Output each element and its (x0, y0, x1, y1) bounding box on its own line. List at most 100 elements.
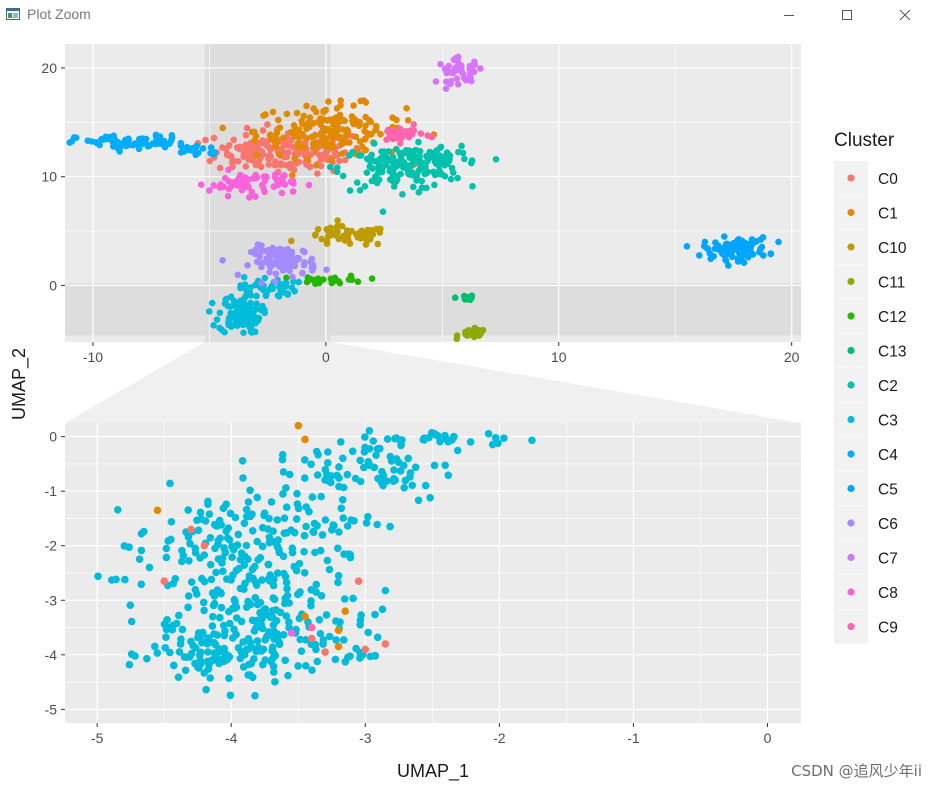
zoom-point-C3 (383, 435, 392, 443)
point-C8 (278, 189, 286, 197)
point-C0 (216, 164, 224, 172)
minimize-button[interactable] (766, 0, 812, 30)
zoom-point-C3 (356, 621, 365, 629)
point-C2 (461, 155, 468, 163)
zoom-point-C3 (248, 616, 257, 625)
zoom-point-C1 (341, 607, 350, 615)
point-C3 (253, 292, 260, 300)
zoom-point-C3 (307, 640, 316, 649)
zoom-point-C3 (371, 610, 379, 619)
point-C7 (471, 58, 478, 66)
point-C12 (368, 275, 376, 282)
zoom-point-C3 (184, 603, 192, 612)
point-C0 (219, 144, 226, 151)
zoom-point-C3 (217, 655, 225, 664)
point-C1 (276, 151, 283, 158)
zoom-point-C3 (369, 437, 378, 445)
point-C1 (253, 151, 260, 159)
point-C10 (348, 227, 355, 235)
zoom-point-C3 (193, 663, 202, 671)
zoom-point-C3 (257, 647, 266, 655)
zoom-point-C3 (436, 437, 444, 446)
point-C9 (397, 140, 404, 147)
zoom-point-C3 (360, 463, 368, 472)
point-C2 (381, 150, 388, 157)
zoom-point-C3 (421, 481, 430, 490)
zoom-point-C3 (366, 652, 375, 661)
point-C1 (329, 133, 336, 141)
window-titlebar: Plot Zoom (0, 0, 934, 30)
maximize-button[interactable] (824, 0, 870, 30)
close-button[interactable] (882, 0, 928, 30)
point-C5 (726, 241, 734, 249)
point-C12 (328, 279, 336, 287)
point-C1 (269, 108, 277, 116)
zoom-point-C3 (114, 506, 122, 514)
zoom-point-C3 (312, 645, 320, 654)
zoom-point-C3 (272, 606, 280, 614)
zoom-point-C3 (258, 576, 266, 584)
zoom-point-C3 (209, 612, 217, 621)
zoom-point-C3 (205, 510, 214, 518)
zoom-point-C3 (121, 575, 129, 584)
point-C1 (276, 124, 284, 131)
zoom-point-C3 (175, 648, 184, 656)
point-C10 (336, 235, 343, 242)
point-C3 (247, 299, 254, 307)
point-C1 (328, 156, 335, 164)
zoom-point-C3 (312, 447, 321, 456)
point-C1 (332, 128, 340, 136)
point-C1 (403, 105, 410, 112)
zoom-point-C3 (347, 516, 356, 524)
zoom-y-tick-label: -5 (45, 701, 58, 717)
legend-key-C5 (847, 484, 855, 493)
point-C6 (219, 257, 226, 264)
zoom-point-C3 (484, 429, 493, 438)
zoom-point-C3 (270, 627, 278, 635)
zoom-point-C3 (250, 655, 258, 663)
point-C6 (263, 255, 271, 262)
zoom-point-C3 (215, 645, 223, 653)
zoom-point-C3 (378, 605, 387, 614)
point-C7 (468, 77, 475, 85)
zoom-point-C3 (282, 578, 291, 587)
zoom-point-C3 (404, 454, 413, 463)
zoom-point-C3 (364, 512, 372, 521)
point-C3 (223, 295, 230, 303)
zoom-point-C3 (386, 522, 394, 531)
zoom-point-C3 (112, 575, 120, 584)
point-C4 (156, 138, 163, 145)
point-C5 (757, 245, 764, 253)
point-C0 (235, 158, 242, 165)
point-C8 (289, 188, 297, 195)
zoom-point-C3 (321, 516, 330, 524)
zoom-point-C3 (318, 531, 327, 539)
point-C5 (747, 246, 754, 254)
point-C3 (221, 328, 228, 336)
zoom-point-C3 (311, 548, 319, 557)
point-C2 (448, 164, 456, 172)
zoom-point-C3 (223, 575, 231, 583)
point-C2 (397, 153, 405, 161)
point-C0 (291, 150, 299, 158)
app-window-icon (6, 8, 20, 20)
point-C4 (125, 141, 133, 149)
point-C2 (415, 189, 423, 196)
zoom-point-C3 (253, 637, 262, 645)
zoom-point-C3 (239, 638, 247, 646)
point-C9 (417, 130, 425, 137)
point-C8 (305, 181, 313, 189)
point-C4 (111, 136, 118, 144)
zoom-highlight-horizontal (65, 283, 801, 336)
zoom-point-C3 (300, 569, 309, 577)
point-C10 (374, 240, 382, 248)
zoom-point-C3 (246, 671, 254, 679)
point-C4 (99, 136, 107, 143)
point-C2 (421, 170, 429, 178)
zoom-point-C3 (260, 606, 268, 614)
point-C2 (389, 167, 397, 174)
zoom-point-C3 (294, 504, 303, 513)
zoom-point-C3 (177, 635, 185, 643)
point-C0 (206, 157, 214, 165)
zoom-point-C3 (240, 585, 248, 593)
